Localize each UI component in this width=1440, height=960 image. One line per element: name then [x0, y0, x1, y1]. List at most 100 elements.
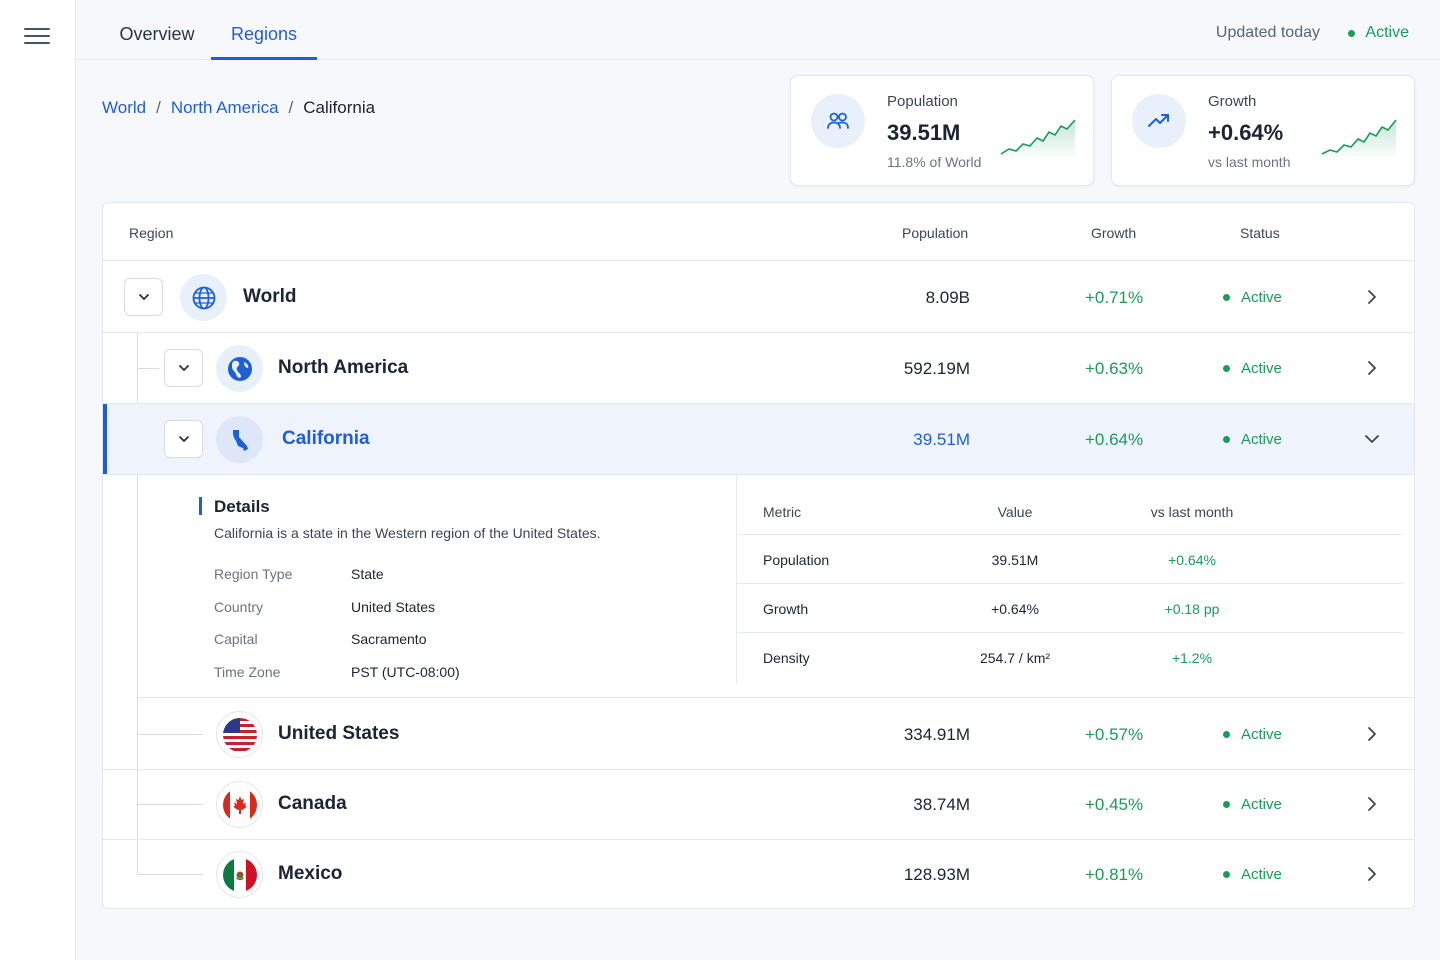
- metrics-header-value: Value: [997, 504, 1033, 520]
- status-label: Active: [1241, 726, 1282, 743]
- header-population[interactable]: Population: [902, 225, 969, 241]
- field-key: Region Type: [214, 566, 293, 582]
- region-growth: +0.63%: [1085, 359, 1144, 378]
- status-badge: Active: [1223, 866, 1282, 883]
- status-badge: Active: [1223, 431, 1282, 448]
- breadcrumb: World / North America / California: [102, 98, 375, 118]
- table-header: Region Population Growth Status: [103, 203, 1414, 261]
- chevron-right-icon[interactable]: [1361, 723, 1383, 745]
- chevron-down-icon: [178, 436, 189, 442]
- chevron-down-icon: [178, 365, 189, 371]
- collapse-toggle[interactable]: [124, 278, 163, 316]
- table-row[interactable]: Canada 38.74M +0.45% Active: [103, 769, 1414, 840]
- chevron-right-icon[interactable]: [1361, 863, 1383, 885]
- tree-connector: [137, 874, 203, 875]
- region-population: 128.93M: [903, 865, 970, 884]
- breadcrumb-separator: /: [156, 98, 161, 117]
- collapse-toggle[interactable]: [164, 420, 203, 458]
- metrics-header-metric: Metric: [763, 504, 802, 520]
- metric-value: 39.51M: [991, 552, 1039, 568]
- region-name[interactable]: Canada: [278, 793, 347, 814]
- header-region[interactable]: Region: [129, 225, 174, 241]
- us-flag-icon: [216, 711, 263, 758]
- status-label: Active: [1241, 431, 1282, 448]
- details-panel: Details California is a state in the Wes…: [138, 474, 1414, 698]
- sparkline: [1000, 119, 1076, 160]
- stat-label: Population: [887, 93, 958, 110]
- table-row[interactable]: North America 592.19M +0.63% Active: [103, 333, 1414, 404]
- region-population: 8.09B: [925, 288, 970, 307]
- chevron-right-icon[interactable]: [1361, 357, 1383, 379]
- top-bar: Overview Regions Updated today Active: [76, 0, 1440, 60]
- status-label: Active: [1241, 866, 1282, 883]
- metric-value: 254.7 / km²: [979, 650, 1051, 666]
- region-name[interactable]: California: [282, 428, 370, 449]
- header-status[interactable]: Status: [1240, 225, 1280, 241]
- metric-value: +0.64%: [991, 601, 1039, 617]
- mexico-flag-icon: [216, 851, 263, 898]
- stat-value: 39.51M: [887, 120, 961, 145]
- tree-connector: [137, 804, 203, 805]
- metrics-header-change: vs last month: [1150, 504, 1234, 520]
- status-badge: Active: [1223, 289, 1282, 306]
- tab-overview[interactable]: Overview: [119, 24, 195, 44]
- metrics-row: Population 39.51M +0.64%: [737, 535, 1404, 584]
- status-label: Active: [1241, 289, 1282, 306]
- status-badge: Active: [1223, 796, 1282, 813]
- stat-sub: 11.8% of World: [887, 154, 982, 170]
- region-name[interactable]: United States: [278, 723, 400, 744]
- field-key: Country: [214, 599, 264, 615]
- region-growth: +0.57%: [1085, 725, 1144, 744]
- region-population: 38.74M: [913, 795, 970, 814]
- users-icon: [811, 94, 865, 148]
- status-dot-icon: [1348, 29, 1356, 37]
- details-accent-bar: [199, 497, 202, 515]
- tree-connector: [137, 734, 203, 735]
- header-growth[interactable]: Growth: [1091, 225, 1137, 241]
- metrics-row: Growth +0.64% +0.18 pp: [737, 584, 1404, 633]
- status-badge: Active: [1223, 726, 1282, 743]
- status-dot-icon: [1223, 436, 1230, 443]
- trending-up-icon: [1132, 94, 1186, 148]
- details-title: Details: [214, 497, 270, 516]
- chevron-down-icon[interactable]: [1361, 428, 1383, 450]
- table-row[interactable]: United States 334.91M +0.57% Active: [103, 699, 1414, 770]
- field-value: State: [351, 566, 384, 582]
- status-label: Active: [1241, 360, 1282, 377]
- table-row[interactable]: World 8.09B +0.71% Active: [103, 262, 1414, 333]
- table-row-selected[interactable]: California 39.51M +0.64% Active: [103, 404, 1414, 475]
- metric-change: +0.64%: [1168, 552, 1216, 568]
- region-name[interactable]: Mexico: [278, 863, 343, 884]
- status-dot-icon: [1223, 365, 1230, 372]
- regions-table: Region Population Growth Status World 8.…: [102, 202, 1415, 909]
- hamburger-menu-icon[interactable]: [24, 24, 50, 48]
- region-growth: +0.71%: [1085, 288, 1144, 307]
- side-rail: [0, 0, 76, 960]
- chevron-right-icon[interactable]: [1361, 793, 1383, 815]
- table-row[interactable]: Mexico 128.93M +0.81% Active: [103, 839, 1414, 908]
- field-value: PST (UTC-08:00): [351, 664, 460, 680]
- region-name[interactable]: World: [243, 286, 297, 307]
- stat-value: +0.64%: [1208, 120, 1284, 145]
- globe-icon: [180, 274, 227, 321]
- status-badge: Active: [1348, 24, 1409, 42]
- tab-regions[interactable]: Regions: [211, 0, 317, 60]
- canada-flag-icon: [216, 781, 263, 828]
- collapse-toggle[interactable]: [164, 349, 203, 387]
- metric-name: Growth: [763, 601, 809, 617]
- earth-americas-icon: [216, 345, 263, 392]
- status-dot-icon: [1223, 731, 1230, 738]
- breadcrumb-world[interactable]: World: [102, 98, 147, 117]
- region-name[interactable]: North America: [278, 357, 409, 378]
- population-stat-card: Population 39.51M 11.8% of World: [790, 75, 1094, 186]
- field-value: United States: [351, 599, 436, 615]
- chevron-right-icon[interactable]: [1361, 286, 1383, 308]
- metric-change: +0.18 pp: [1164, 601, 1220, 617]
- tree-connector: [137, 368, 159, 369]
- metric-change: +1.2%: [1171, 650, 1213, 666]
- metrics-table: Metric Value vs last month Population 39…: [736, 474, 1404, 684]
- stat-label: Growth: [1208, 93, 1257, 110]
- breadcrumb-separator: /: [288, 98, 294, 117]
- metric-name: Density: [763, 650, 810, 666]
- breadcrumb-north-america[interactable]: North America: [170, 98, 279, 117]
